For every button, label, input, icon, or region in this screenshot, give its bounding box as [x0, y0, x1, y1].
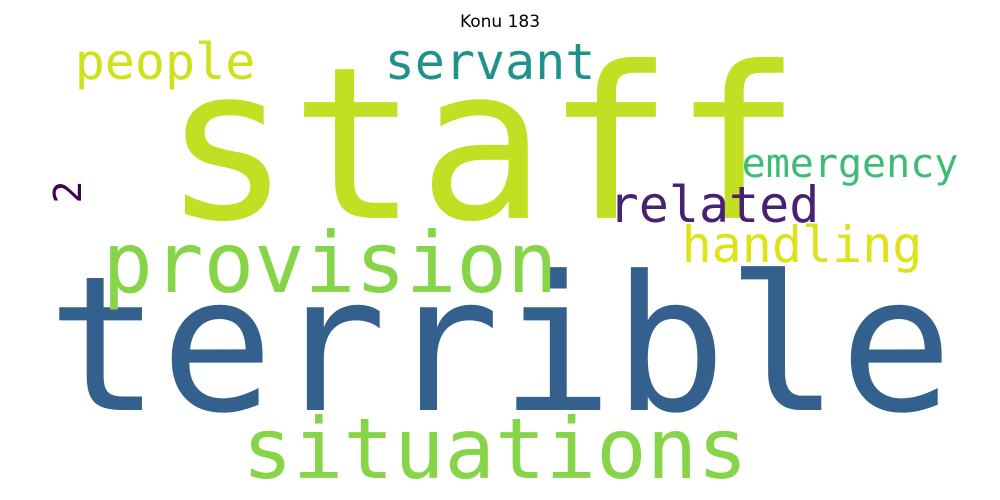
- word-provision: provision: [102, 214, 557, 312]
- word-handling: emergency: [742, 141, 959, 187]
- word-terrible: terrible: [47, 236, 952, 455]
- word-related: handling: [682, 216, 923, 274]
- word-servant: servant: [385, 33, 596, 91]
- cloud-title: Konu 183: [459, 12, 541, 32]
- word-emergency: 2: [46, 181, 90, 204]
- word-staff: staff: [163, 21, 801, 268]
- word-situations: situations: [242, 400, 748, 498]
- word-2: related: [609, 176, 820, 234]
- word-people: people: [75, 33, 256, 91]
